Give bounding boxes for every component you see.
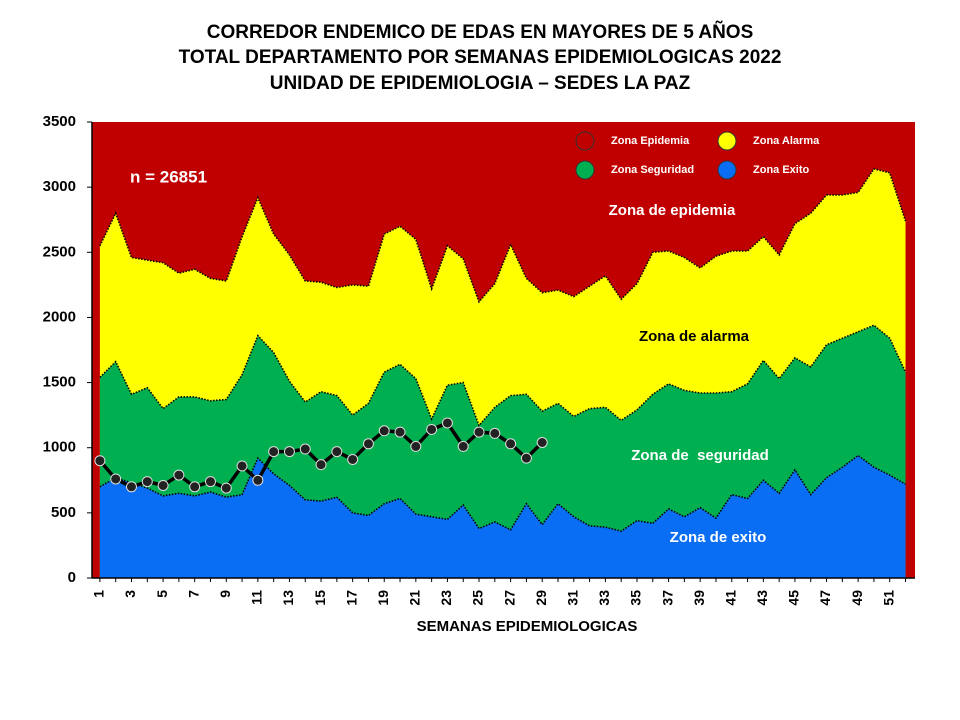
x-tick-label: 43 [754, 590, 770, 606]
observed-point [141, 476, 153, 488]
x-tick-label: 41 [722, 590, 738, 606]
annotation: Zona de exito [670, 529, 767, 546]
x-tick-label: 7 [185, 590, 201, 598]
x-tick-label: 13 [280, 590, 296, 606]
x-axis-label: SEMANAS EPIDEMIOLOGICAS [417, 618, 638, 635]
x-tick-label: 37 [659, 590, 675, 606]
y-tick-label: 3500 [43, 113, 76, 130]
observed-point [457, 440, 469, 452]
zone-boundary [99, 454, 906, 532]
observed-point [299, 443, 311, 455]
x-tick-label: 5 [154, 590, 170, 598]
chart-title: CORREDOR ENDEMICO DE EDAS EN MAYORES DE … [207, 21, 754, 43]
observed-point [489, 427, 501, 439]
observed-point [473, 426, 485, 438]
legend-marker [575, 131, 595, 151]
observed-point [220, 482, 232, 494]
y-tick-label: 3000 [43, 178, 76, 195]
zone-area [99, 455, 906, 578]
observed-point [94, 455, 106, 467]
x-tick-label: 51 [880, 590, 896, 606]
observed-point [157, 479, 169, 491]
x-tick-label: 49 [849, 590, 865, 606]
x-tick-label: 15 [312, 590, 328, 606]
legend-label: Zona Epidemia [611, 135, 690, 147]
annotation: n = 26851 [130, 167, 207, 186]
observed-point [315, 459, 327, 471]
legend-label: Zona Seguridad [611, 164, 694, 176]
observed-point [347, 453, 359, 465]
y-tick-label: 2500 [43, 243, 76, 260]
x-tick-label: 3 [122, 590, 138, 598]
observed-point [252, 474, 264, 486]
x-tick-label: 21 [407, 590, 423, 606]
observed-point [331, 446, 343, 458]
x-tick-label: 31 [564, 590, 580, 606]
annotation: Zona de seguridad [631, 447, 769, 464]
observed-point [268, 446, 280, 458]
y-tick-label: 1500 [43, 374, 76, 391]
x-tick-label: 35 [628, 590, 644, 606]
x-tick-label: 27 [501, 590, 517, 606]
chart-title: UNIDAD DE EPIDEMIOLOGIA – SEDES LA PAZ [270, 73, 691, 94]
x-tick-label: 47 [817, 590, 833, 606]
observed-point [410, 440, 422, 452]
observed-point [204, 476, 216, 488]
zone-boundary [99, 324, 907, 428]
x-tick-label: 11 [249, 590, 265, 605]
legend-marker [717, 131, 737, 151]
observed-point [505, 438, 517, 450]
annotation: Zona de epidemia [609, 202, 736, 219]
y-tick-label: 0 [68, 569, 76, 586]
observed-point [520, 452, 532, 464]
zone-boundary [99, 167, 907, 304]
y-tick-label: 2000 [43, 308, 76, 325]
x-tick-label: 39 [691, 590, 707, 606]
observed-point [236, 460, 248, 472]
x-tick-label: 1 [91, 590, 107, 598]
observed-point [378, 425, 390, 437]
x-tick-label: 17 [343, 590, 359, 606]
chart-title: TOTAL DEPARTAMENTO POR SEMANAS EPIDEMIOL… [179, 47, 782, 68]
legend-label: Zona Alarma [753, 135, 820, 147]
observed-point [283, 446, 295, 458]
legend-marker [717, 160, 737, 180]
x-tick-label: 29 [533, 590, 549, 606]
y-tick-label: 1000 [43, 439, 76, 456]
observed-point [362, 438, 374, 450]
x-tick-label: 25 [470, 590, 486, 606]
observed-point [125, 481, 137, 493]
x-tick-label: 45 [786, 590, 802, 606]
x-tick-label: 23 [438, 590, 454, 606]
observed-point [189, 481, 201, 493]
annotation: Zona de alarma [639, 328, 750, 345]
observed-point [110, 473, 122, 485]
legend-marker [575, 160, 595, 180]
observed-point [426, 423, 438, 435]
observed-point [173, 469, 185, 481]
x-tick-label: 19 [375, 590, 391, 606]
y-tick-label: 500 [51, 504, 76, 521]
legend-label: Zona Exito [753, 164, 810, 176]
observed-point [441, 417, 453, 429]
x-tick-label: 9 [217, 590, 233, 598]
x-tick-label: 33 [596, 590, 612, 606]
observed-point [394, 426, 406, 438]
observed-point [536, 437, 548, 449]
